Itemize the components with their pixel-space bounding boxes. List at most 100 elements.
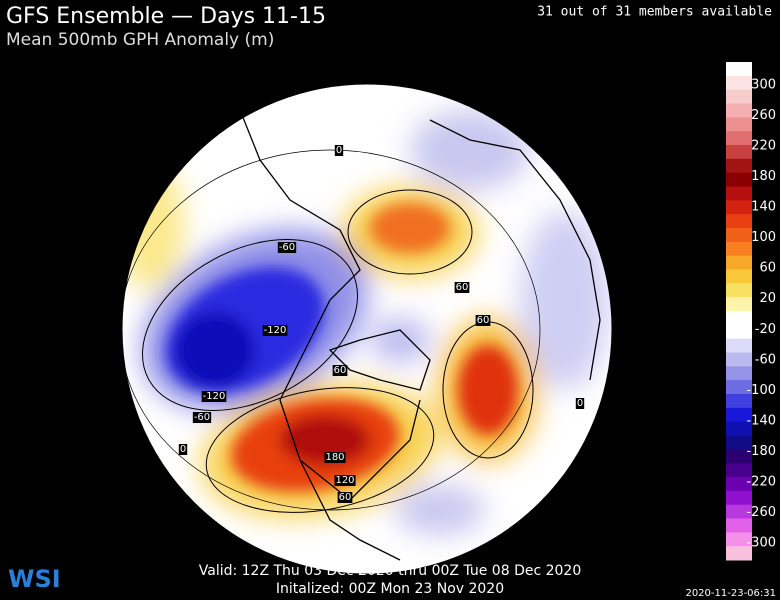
timestamp: 2020-11-23-06:31: [685, 588, 776, 599]
globe-edge: [121, 83, 613, 575]
subtitle: Mean 500mb GPH Anomaly (m): [6, 30, 274, 50]
colorbar-swatch: [726, 145, 752, 160]
colorbar: 300 260 220 180 140 100 60 20 -20 -60 -100 -140 -180…: [726, 62, 776, 561]
contour-label: -60: [277, 242, 297, 253]
colorbar-swatch: [726, 463, 752, 478]
colorbar-label: 180: [751, 169, 776, 184]
contour-label: 120: [334, 475, 356, 486]
colorbar-swatch: [726, 269, 752, 284]
colorbar-label: -60: [755, 352, 776, 367]
colorbar-swatch: [726, 532, 752, 547]
init-text: Initalized: 00Z Mon 23 Nov 2020: [276, 581, 504, 597]
colorbar-swatch: [726, 477, 752, 492]
colorbar-swatch: [726, 311, 752, 326]
logo: WSI: [8, 565, 61, 593]
colorbar-swatch: [726, 435, 752, 450]
colorbar-swatch: [726, 352, 752, 367]
contour-label: 60: [332, 365, 348, 376]
colorbar-swatch: [726, 186, 752, 201]
contour-label-bg: [334, 475, 356, 486]
contour-label-bg: [192, 412, 212, 423]
colorbar-swatch: [726, 117, 752, 132]
colorbar-swatch: [726, 75, 752, 91]
colorbar-swatch: [726, 380, 752, 395]
colorbar-label: -180: [746, 444, 776, 459]
colorbar-swatch: [726, 546, 752, 561]
contour-label: -120: [201, 391, 227, 402]
contour-label-text: -60: [194, 412, 210, 423]
contour-label: 0: [575, 398, 585, 409]
contour-label: 0: [334, 145, 344, 156]
colorbar-swatch: [726, 366, 752, 381]
availability: 31 out of 31 members available: [537, 5, 772, 20]
colorbar-swatch: [726, 297, 752, 312]
colorbar-swatch: [726, 103, 752, 118]
colorbar-swatch: [726, 89, 752, 104]
colorbar-label: 260: [751, 108, 776, 123]
contour-label-text: 0: [180, 444, 186, 455]
contour-label-bg: [337, 492, 353, 503]
colorbar-swatch: [726, 407, 752, 423]
contour-label-text: 60: [339, 492, 352, 503]
contour-label-text: 0: [577, 398, 583, 409]
globe-map: [122, 84, 612, 574]
contour-label-text: -120: [264, 325, 287, 336]
valid-text: Valid: 12Z Thu 03 Dec 2020 thru 00Z Tue …: [199, 563, 581, 579]
colorbar-swatch: [726, 131, 752, 146]
colorbar-swatch: [726, 255, 752, 270]
contour-label: 0: [178, 444, 188, 455]
contour-label: 60: [454, 282, 470, 293]
contour-label-text: -120: [203, 391, 226, 402]
colorbar-label: -300: [746, 536, 776, 551]
contour-label: -60: [192, 412, 212, 423]
colorbar-swatch: [726, 62, 752, 77]
colorbar-label: -100: [746, 383, 776, 398]
contour-label-bg: [201, 391, 227, 402]
colorbar-swatch: [726, 241, 752, 257]
contour-label-bg: [575, 398, 585, 409]
contour-label-bg: [262, 325, 288, 336]
colorbar-swatch: [726, 449, 752, 464]
colorbar-swatch: [726, 200, 752, 215]
colorbar-swatch: [726, 421, 752, 436]
contour-label-text: 60: [456, 282, 469, 293]
colorbar-label: -20: [755, 322, 776, 337]
contour-label-bg: [178, 444, 188, 455]
colorbar-label: -260: [746, 505, 776, 520]
contour-label-bg: [332, 365, 348, 376]
colorbar-label: -140: [746, 413, 776, 428]
colorbar-label: 220: [751, 139, 776, 154]
colorbar-label: -220: [746, 474, 776, 489]
contour-label-text: 60: [477, 315, 490, 326]
colorbar-swatch: [726, 283, 752, 298]
colorbar-swatch: [726, 338, 752, 353]
colorbar-label: 140: [751, 200, 776, 215]
contour-label: 180: [324, 452, 346, 463]
contour-label-text: 0: [336, 145, 342, 156]
contour-label: 60: [337, 492, 353, 503]
contour-label-bg: [454, 282, 470, 293]
contour-label-text: 180: [325, 452, 344, 463]
colorbar-label: 100: [751, 230, 776, 245]
contour-label-bg: [334, 145, 344, 156]
contour-label: -120: [262, 325, 288, 336]
contour-label-bg: [277, 242, 297, 253]
colorbar-swatch: [726, 158, 752, 174]
colorbar-swatch: [726, 504, 752, 519]
contour-label-text: 60: [334, 365, 347, 376]
colorbar-label: 20: [759, 291, 776, 306]
colorbar-swatch: [726, 172, 752, 187]
contour-label-bg: [475, 315, 491, 326]
colorbar-label: 60: [759, 261, 776, 276]
colorbar-swatch: [726, 394, 752, 409]
colorbar-swatch: [726, 490, 752, 506]
contour-label-group: -60 -120 -120 -60 180 120 60 60 60 60 0 0 0: [178, 145, 585, 503]
contour-label: 60: [475, 315, 491, 326]
contour-label-bg: [324, 452, 346, 463]
contour-label-text: 120: [335, 475, 354, 486]
colorbar-swatch: [726, 324, 752, 340]
title: GFS Ensemble — Days 11-15: [6, 4, 326, 29]
colorbar-swatch: [726, 518, 752, 533]
